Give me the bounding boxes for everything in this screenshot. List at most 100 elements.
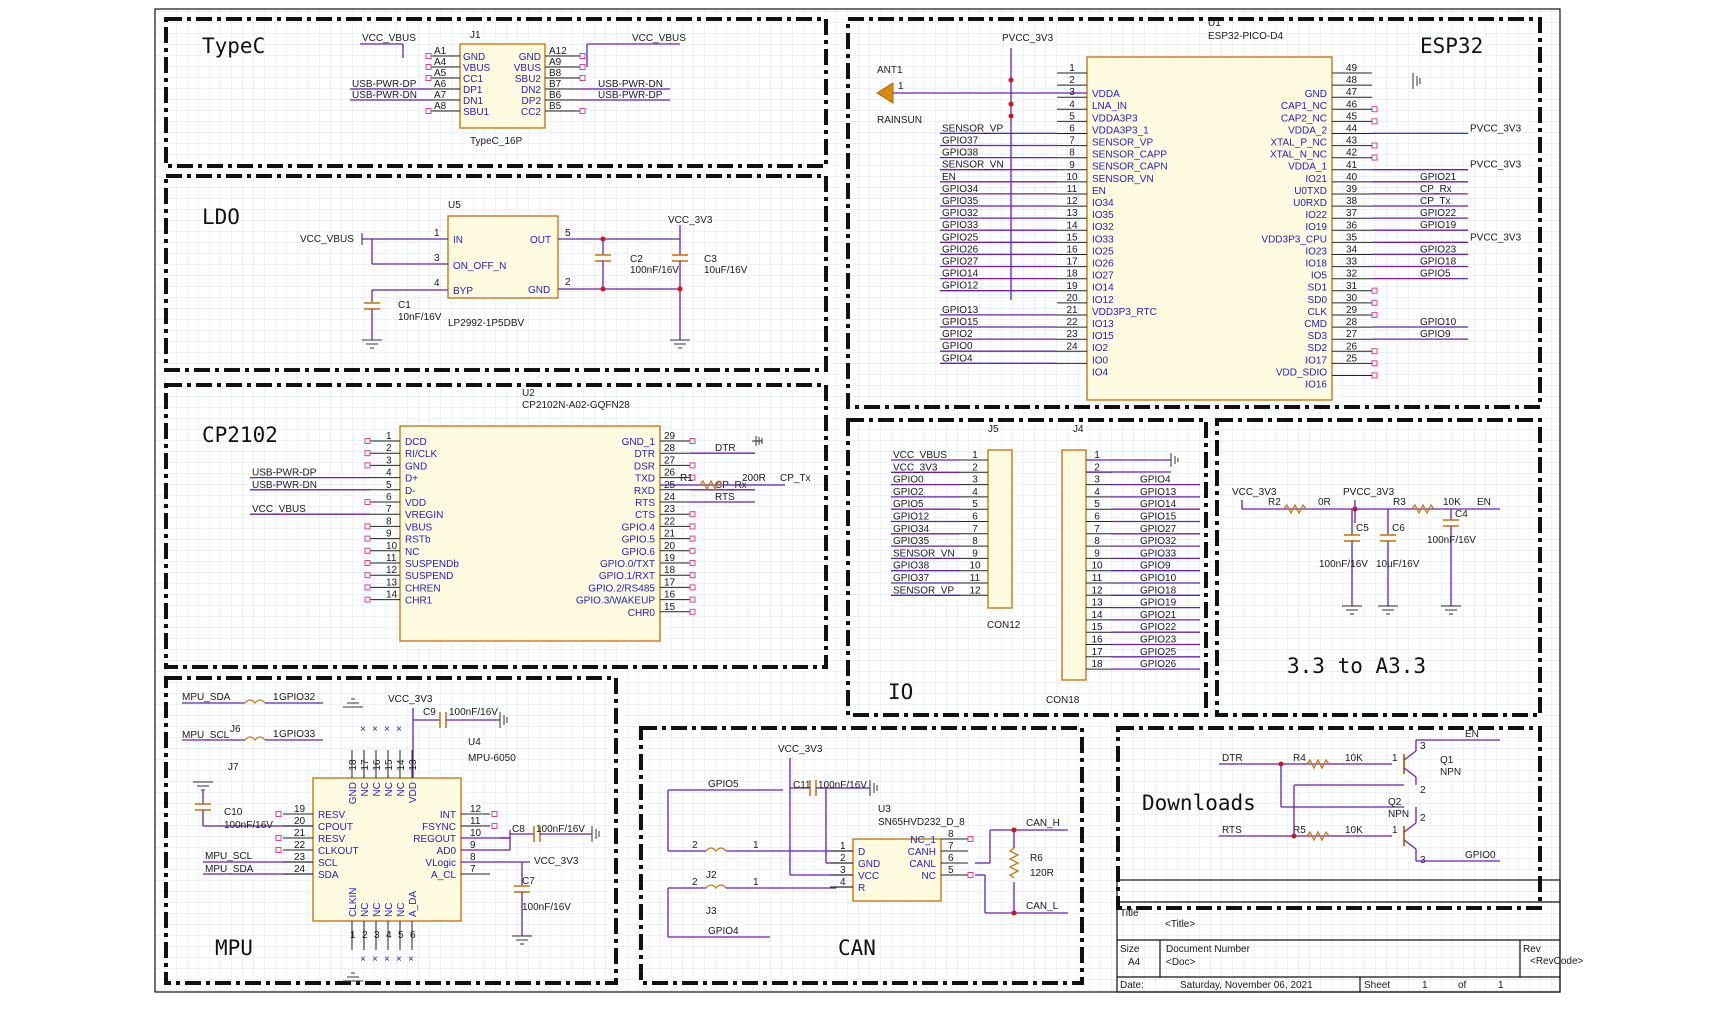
ldo-ref: U5 — [448, 200, 461, 211]
sheet-num: 1 — [1422, 980, 1428, 991]
dl-q2-type: NPN — [1388, 809, 1409, 820]
no-connect-cross: × — [408, 954, 414, 965]
no-connect-marker — [689, 523, 696, 530]
esp32-ref: U1 — [1208, 18, 1221, 29]
svg-text:GND: GND — [528, 285, 550, 296]
pin-name: SUSPENDb — [405, 559, 459, 570]
pin-number: 14 — [386, 590, 398, 601]
pin-number: 34 — [1346, 245, 1358, 256]
pin-name: DP1 — [463, 85, 483, 96]
net-label: GPIO25 — [1140, 647, 1177, 658]
net-label: USB-PWR-DN — [352, 90, 417, 101]
pin-number: 8 — [972, 536, 978, 547]
cp2102-txd-net: CP_Tx — [780, 473, 811, 484]
can-j3-pin-b: 1 — [753, 877, 759, 888]
pin-number: 9 — [470, 840, 476, 851]
net-label: GPIO9 — [1140, 561, 1171, 572]
no-connect-cross: × — [396, 954, 402, 965]
pin-name: VBUS — [514, 63, 542, 74]
net-label: GPIO10 — [1140, 573, 1177, 584]
section-title-esp32: ESP32 — [1420, 34, 1483, 58]
pin-name: NC — [360, 903, 371, 917]
pin-number: 23 — [1066, 329, 1078, 340]
section-title-cp2102: CP2102 — [202, 423, 278, 447]
can-transceiver: U3 SN65HVD232_D_8 VCC_3V3 C11 100nF/16V … — [667, 744, 1068, 938]
no-connect-marker — [364, 499, 371, 505]
date-value: Saturday, November 06, 2021 — [1180, 980, 1313, 991]
pin-name: IO15 — [1092, 331, 1114, 342]
can-r6-ref: R6 — [1030, 853, 1043, 864]
pin-number: 27 — [1346, 329, 1358, 340]
no-connect-marker — [689, 572, 696, 579]
dl-r4-value: 10K — [1345, 753, 1363, 764]
pin-number: 3 — [374, 930, 380, 941]
pin-number: A8 — [434, 101, 447, 112]
mpu-c9-ref: C9 — [423, 707, 436, 718]
pin-number: 49 — [1346, 63, 1358, 74]
mpu-scl-pin-one: 1 — [273, 729, 279, 740]
pin-number: B8 — [549, 68, 562, 79]
pin-number: 6 — [386, 492, 392, 503]
pin-number: 44 — [1346, 124, 1358, 135]
no-connect-marker — [425, 64, 432, 70]
net-label: USB-PWR-DP — [598, 90, 663, 101]
net-label: GPIO21 — [1420, 172, 1457, 183]
pin-number: 24 — [664, 492, 676, 503]
mpu-scl-net-top: MPU_SCL — [182, 730, 230, 741]
pin-number: 21 — [664, 529, 676, 540]
pin-number: 46 — [1346, 99, 1358, 110]
pin-name: GPIO.4 — [622, 522, 656, 533]
pin-number: 7 — [948, 841, 954, 852]
a33-c6-ref: C6 — [1392, 523, 1405, 534]
net-label: GPIO0 — [942, 341, 973, 352]
can-j2-pin-b: 1 — [753, 840, 759, 851]
pin-name: GND — [519, 52, 541, 63]
no-connect-marker — [491, 823, 498, 829]
net-label: GPIO13 — [1140, 487, 1177, 498]
no-connect-marker — [1371, 360, 1378, 367]
pin-number: A7 — [434, 90, 447, 101]
mpu-sda-net: MPU_SDA — [205, 864, 254, 875]
pin-number: 17 — [1091, 647, 1103, 658]
can-c11-ref: C11 — [793, 780, 811, 791]
esp32-antenna-part: RAINSUN — [877, 115, 922, 126]
no-connect-cross: × — [384, 724, 390, 735]
pin-number: 4 — [386, 468, 392, 479]
pin-number: 20 — [1066, 293, 1078, 304]
net-label: SENSOR_VN — [942, 160, 1004, 171]
cp2102-border — [164, 383, 828, 669]
pin-name: NC — [372, 782, 383, 796]
no-connect-marker — [579, 53, 586, 59]
mpu-c10-ref: C10 — [224, 807, 243, 818]
dl-q2-pin1: 1 — [1392, 825, 1398, 836]
typec-connector: J1 TypeC_16P VCC_VBUS VCC_VBUS A1 GND A4 VB… — [350, 30, 686, 147]
pin-name: SD2 — [1308, 343, 1328, 354]
pin-name: NC — [405, 547, 419, 558]
esp32-body — [1086, 56, 1333, 401]
pin-number: A4 — [434, 57, 447, 68]
typec-right-pins: A12 GND A9 VBUS B8 SBU2 B7 DN2 USB-PWR-DN B6 DP2 US… — [514, 46, 670, 118]
net-label: GPIO22 — [1420, 208, 1457, 219]
no-connect-marker — [425, 53, 432, 59]
pin-number: 26 — [1346, 341, 1358, 352]
pin-name: CHREN — [405, 583, 441, 594]
can-j3-ref: J3 — [706, 906, 717, 917]
mpu-gpio-scl: GPIO33 — [279, 729, 316, 740]
pin-number: 5 — [972, 499, 978, 510]
pin-name: SENSOR_VP — [1092, 138, 1153, 149]
pin-name: IO27 — [1092, 271, 1114, 282]
pin-name: DTR — [634, 449, 655, 460]
no-connect-marker — [689, 535, 696, 542]
net-label: GPIO33 — [942, 220, 979, 231]
esp32-left-pins: 12 VDDA 3 LNA_IN 4 VDDA3P3 5 VDDA3P3_1 SENSOR_VP… — [940, 63, 1168, 378]
pin-name: VBUS — [405, 522, 433, 533]
net-label: SENSOR_VN — [893, 548, 955, 559]
pin-name: CAP1_NC — [1281, 101, 1327, 112]
a33-c6-value: 10uF/16V — [1376, 559, 1420, 570]
net-label: GPIO19 — [1140, 598, 1177, 609]
pin-number: 10 — [1066, 172, 1078, 183]
section-borders — [164, 17, 1542, 985]
pin-name: EN — [1092, 186, 1106, 197]
pin-name: IO26 — [1092, 259, 1114, 270]
